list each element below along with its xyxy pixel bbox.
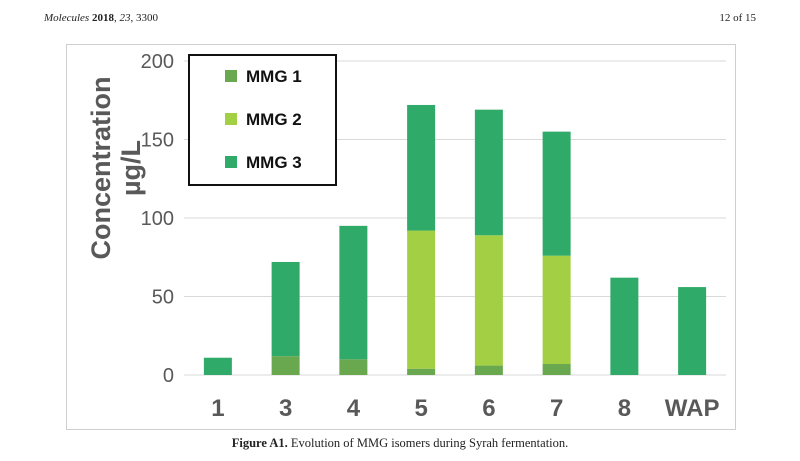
y-axis-label-line-1: Concentration xyxy=(86,76,116,259)
bar-mmg1-6 xyxy=(474,365,503,375)
bar-mmg1-7 xyxy=(542,364,571,375)
x-tick-label: 5 xyxy=(414,395,427,422)
bar-mmg2-5 xyxy=(407,230,436,369)
x-tick-label: 3 xyxy=(279,395,292,422)
bar-mmg1-4 xyxy=(339,359,368,375)
bar-mmg3-5 xyxy=(407,104,436,231)
legend-swatch-mmg1 xyxy=(225,70,237,82)
bar-mmg3-1 xyxy=(203,357,232,375)
bar-mmg3-6 xyxy=(474,109,503,236)
figure-caption: Figure A1. Evolution of MMG isomers duri… xyxy=(0,436,800,451)
bar-mmg3-3 xyxy=(271,261,300,357)
legend-label: MMG 1 xyxy=(246,67,302,86)
bar-mmg1-5 xyxy=(407,368,436,375)
x-tick-label: 7 xyxy=(550,395,563,422)
y-tick-label: 200 xyxy=(141,51,174,73)
x-tick-label: 1 xyxy=(211,395,224,422)
y-tick-label: 100 xyxy=(141,208,174,230)
bar-mmg3-7 xyxy=(542,131,571,256)
bar-mmg2-7 xyxy=(542,255,571,365)
x-tick-label: 8 xyxy=(618,395,631,422)
legend-label: MMG 2 xyxy=(246,110,302,129)
running-header: Molecules 2018, 23, 3300 xyxy=(44,12,158,24)
legend-swatch-mmg3 xyxy=(225,156,237,168)
journal-volume: 23 xyxy=(119,12,131,24)
page-number: 12 of 15 xyxy=(719,12,756,24)
journal-year: 2018 xyxy=(91,12,114,24)
bar-mmg1-3 xyxy=(271,356,300,375)
x-tick-label: 6 xyxy=(482,395,495,422)
bar-mmg3-wap xyxy=(678,287,707,375)
y-tick-label: 0 xyxy=(163,365,174,387)
x-tick-label: 4 xyxy=(347,395,361,422)
figure-label: Figure A1. xyxy=(231,436,288,450)
legend-box xyxy=(188,54,337,186)
bar-mmg3-4 xyxy=(339,225,368,360)
bar-mmg2-6 xyxy=(474,235,503,366)
x-tick-label: WAP xyxy=(665,395,720,422)
bar-mmg3-8 xyxy=(610,277,639,375)
legend-label: MMG 3 xyxy=(246,153,302,172)
y-axis-label-line-2: µg/L xyxy=(116,140,146,196)
journal-name: Molecules xyxy=(44,12,90,24)
legend-swatch-mmg2 xyxy=(225,113,237,125)
article-number: 3300 xyxy=(135,12,158,24)
y-tick-label: 150 xyxy=(141,130,174,152)
stacked-bar-chart: 0 50 100 150 200 1 3 4 5 6 7 8 WAP Concentration µg/L M… xyxy=(86,51,726,422)
y-tick-label: 50 xyxy=(152,287,174,309)
figure-caption-text: Evolution of MMG isomers during Syrah fe… xyxy=(290,436,569,450)
